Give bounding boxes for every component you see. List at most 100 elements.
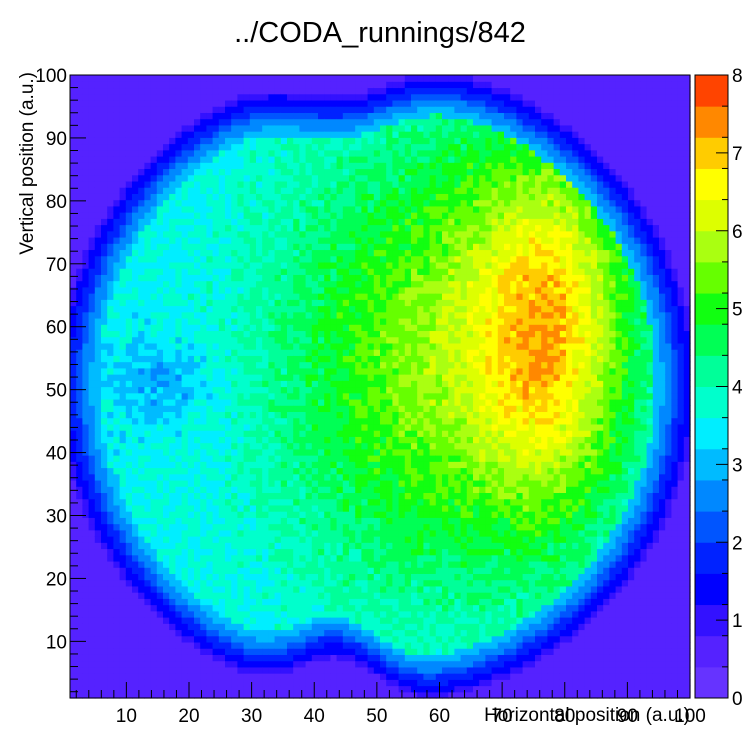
heatmap-cell xyxy=(361,137,369,145)
heatmap-cell xyxy=(175,255,183,263)
heatmap-cell xyxy=(274,617,282,624)
heatmap-cell xyxy=(113,380,121,388)
heatmap-cell xyxy=(311,367,319,375)
heatmap-cell xyxy=(119,187,127,194)
heatmap-cell xyxy=(336,380,344,388)
heatmap-cell xyxy=(70,560,77,568)
heatmap-cell xyxy=(231,249,238,257)
heatmap-cell xyxy=(299,430,307,437)
heatmap-cell xyxy=(299,261,307,269)
heatmap-cell xyxy=(150,168,158,176)
heatmap-cell xyxy=(70,548,77,556)
heatmap-cell xyxy=(336,255,344,263)
heatmap-cell xyxy=(367,461,375,469)
heatmap-cell xyxy=(225,679,232,687)
heatmap-cell xyxy=(243,155,251,163)
heatmap-cell xyxy=(200,585,207,593)
heatmap-cell xyxy=(293,467,300,475)
heatmap-cell xyxy=(280,230,288,238)
heatmap-cell xyxy=(361,286,369,294)
heatmap-cell xyxy=(373,280,381,288)
heatmap-cell xyxy=(107,635,114,643)
heatmap-cell xyxy=(181,479,189,487)
heatmap-cell xyxy=(367,448,375,456)
heatmap-cell xyxy=(367,143,375,151)
heatmap-cell xyxy=(305,193,313,201)
heatmap-cell xyxy=(88,342,96,350)
heatmap-cell xyxy=(119,511,127,518)
heatmap-cell xyxy=(231,87,238,95)
heatmap-cell xyxy=(125,560,133,568)
heatmap-cell xyxy=(262,380,269,388)
heatmap-cell xyxy=(187,342,195,350)
heatmap-cell xyxy=(225,274,232,282)
heatmap-cell xyxy=(144,274,152,282)
heatmap-cell xyxy=(76,118,83,126)
heatmap-cell xyxy=(324,205,331,213)
heatmap-cell xyxy=(119,685,127,693)
heatmap-cell xyxy=(318,274,325,282)
heatmap-cell xyxy=(181,131,189,138)
heatmap-cell xyxy=(225,486,232,494)
heatmap-cell xyxy=(113,131,121,138)
heatmap-cell xyxy=(349,654,356,662)
heatmap-cell xyxy=(268,342,276,350)
heatmap-cell xyxy=(206,511,214,518)
heatmap-cell xyxy=(175,554,183,562)
heatmap-cell xyxy=(144,93,152,101)
heatmap-cell xyxy=(225,162,232,170)
heatmap-cell xyxy=(206,87,214,95)
heatmap-cell xyxy=(200,75,207,82)
heatmap-cell xyxy=(367,93,375,101)
heatmap-cell xyxy=(237,654,245,662)
heatmap-cell xyxy=(70,430,77,437)
heatmap-cell xyxy=(187,473,195,481)
heatmap-cell xyxy=(318,155,325,163)
heatmap-cell xyxy=(150,536,158,543)
heatmap-cell xyxy=(299,274,307,282)
heatmap-cell xyxy=(336,230,344,238)
heatmap-cell xyxy=(262,598,269,606)
heatmap-cell xyxy=(156,660,164,668)
heatmap-cell xyxy=(175,199,183,207)
heatmap-cell xyxy=(373,305,381,313)
heatmap-cell xyxy=(218,610,226,618)
heatmap-cell xyxy=(132,81,139,89)
heatmap-cell xyxy=(156,604,164,612)
heatmap-cell xyxy=(243,641,251,649)
heatmap-cell xyxy=(324,442,331,450)
heatmap-cell xyxy=(218,162,226,170)
heatmap-cell xyxy=(249,330,257,338)
heatmap-cell xyxy=(200,392,207,400)
heatmap-cell xyxy=(342,691,350,699)
heatmap-cell xyxy=(70,286,77,294)
heatmap-cell xyxy=(212,592,220,599)
heatmap-cell xyxy=(243,554,251,562)
heatmap-cell xyxy=(212,75,220,82)
heatmap-cell xyxy=(349,398,356,406)
heatmap-cell xyxy=(187,75,195,82)
heatmap-cell xyxy=(243,660,251,668)
heatmap-cell xyxy=(305,236,313,244)
heatmap-cell xyxy=(119,673,127,680)
heatmap-cell xyxy=(280,548,288,556)
heatmap-cell xyxy=(194,629,201,637)
heatmap-cell xyxy=(187,349,195,356)
heatmap-cell xyxy=(175,355,183,363)
heatmap-cell xyxy=(293,573,300,581)
heatmap-cell xyxy=(175,542,183,550)
heatmap-cell xyxy=(107,691,114,699)
heatmap-cell xyxy=(187,268,195,275)
heatmap-cell xyxy=(94,305,102,313)
heatmap-cell xyxy=(119,330,127,338)
heatmap-cell xyxy=(70,174,77,182)
heatmap-cell xyxy=(318,560,325,568)
heatmap-cell xyxy=(237,367,245,375)
heatmap-cell xyxy=(94,193,102,201)
heatmap-cell xyxy=(231,336,238,344)
heatmap-cell xyxy=(169,168,176,176)
heatmap-cell xyxy=(318,112,325,120)
heatmap-cell xyxy=(349,430,356,437)
heatmap-cell xyxy=(175,529,183,537)
heatmap-cell xyxy=(113,473,121,481)
